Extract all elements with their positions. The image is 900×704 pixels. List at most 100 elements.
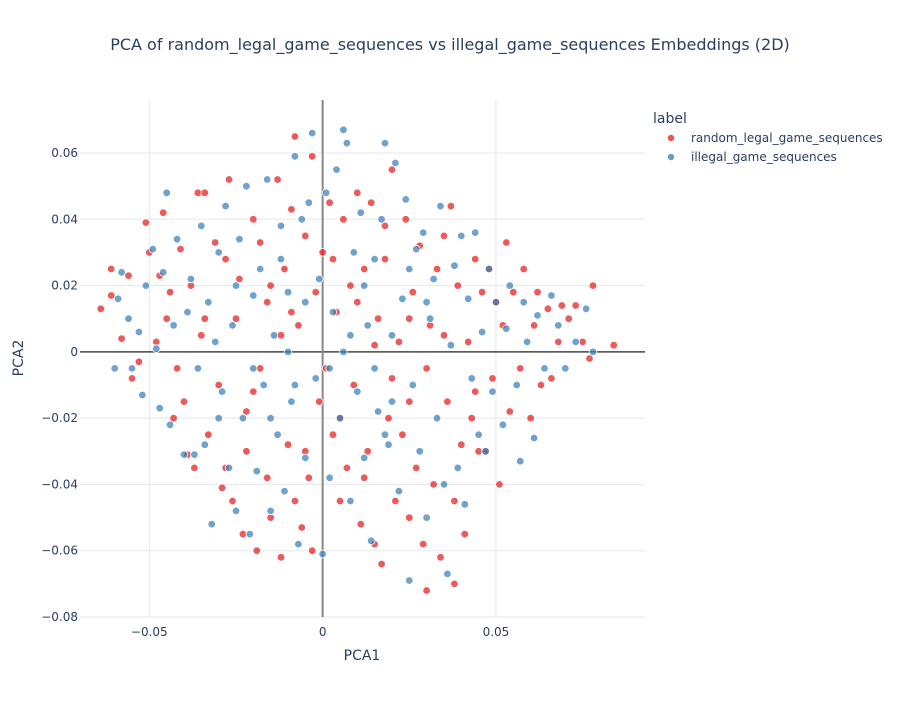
point-illegal	[318, 549, 327, 559]
point-legal	[536, 380, 546, 390]
point-legal	[439, 331, 449, 340]
point-illegal	[405, 264, 414, 274]
point-illegal	[266, 506, 275, 516]
point-legal	[578, 337, 587, 347]
point-illegal	[401, 195, 410, 204]
point-legal	[96, 304, 105, 313]
point-legal	[228, 496, 237, 506]
point-illegal	[217, 387, 227, 396]
point-illegal	[339, 125, 348, 134]
x-tick-label: −0.05	[131, 625, 168, 639]
point-legal	[453, 281, 462, 290]
point-illegal	[328, 307, 338, 317]
point-legal	[179, 397, 189, 406]
point-illegal	[477, 327, 487, 337]
point-legal	[235, 274, 244, 284]
point-legal	[224, 175, 234, 184]
point-legal	[141, 218, 151, 227]
point-legal	[328, 254, 338, 264]
point-illegal	[124, 314, 133, 323]
point-illegal	[304, 198, 313, 207]
point-illegal	[422, 298, 431, 307]
point-illegal	[505, 281, 514, 290]
point-legal	[557, 301, 566, 310]
point-illegal	[446, 341, 456, 350]
point-legal	[450, 579, 459, 589]
point-illegal	[276, 221, 286, 231]
point-legal	[346, 281, 355, 290]
point-illegal	[210, 337, 220, 347]
point-illegal	[398, 294, 407, 303]
point-legal	[585, 354, 594, 363]
point-legal	[242, 447, 251, 456]
point-illegal	[380, 138, 390, 148]
point-illegal	[221, 201, 230, 211]
point-legal	[335, 496, 345, 506]
point-illegal	[127, 364, 137, 373]
point-legal	[419, 539, 428, 549]
point-legal	[127, 374, 137, 383]
point-illegal	[422, 513, 431, 522]
y-tick-label: −0.08	[41, 610, 78, 624]
y-tick-label: −0.04	[41, 477, 78, 491]
point-illegal	[165, 420, 175, 429]
point-legal	[193, 188, 203, 197]
point-legal	[200, 314, 209, 323]
point-legal	[273, 175, 282, 184]
point-illegal	[325, 364, 334, 373]
point-illegal	[266, 414, 275, 423]
point-illegal	[155, 404, 164, 413]
point-illegal	[419, 228, 428, 237]
point-illegal	[346, 331, 355, 340]
point-legal	[405, 513, 414, 522]
point-legal	[505, 407, 514, 416]
point-illegal	[339, 347, 348, 357]
point-illegal	[370, 254, 379, 264]
point-illegal	[294, 539, 303, 549]
legend-marker-legal	[667, 133, 676, 142]
point-legal	[158, 208, 168, 217]
point-legal	[429, 480, 438, 489]
legend-title: label	[653, 111, 687, 127]
point-illegal	[498, 420, 508, 429]
point-legal	[263, 473, 272, 482]
point-legal	[457, 440, 466, 449]
point-illegal	[443, 569, 452, 579]
point-illegal	[429, 274, 438, 284]
point-legal	[460, 529, 469, 539]
point-legal	[308, 546, 317, 555]
point-legal	[106, 291, 116, 300]
point-legal	[502, 238, 511, 247]
point-illegal	[183, 307, 192, 317]
point-legal	[367, 198, 376, 207]
point-legal	[124, 271, 133, 280]
point-legal	[266, 281, 275, 290]
legend-item-illegal[interactable]: illegal_game_sequences	[667, 150, 837, 164]
point-illegal	[408, 380, 417, 390]
y-tick-label: −0.02	[41, 411, 78, 425]
point-legal	[529, 321, 539, 330]
point-legal	[301, 231, 310, 241]
point-legal	[304, 473, 313, 482]
point-legal	[210, 238, 220, 247]
x-tick-labels: −0.05 0 0.05	[131, 625, 509, 639]
point-legal	[384, 414, 393, 423]
point-illegal	[405, 576, 414, 585]
legend[interactable]: label random_legal_game_sequences illega…	[653, 111, 883, 164]
point-illegal	[214, 414, 223, 423]
y-axis-label: PCA2	[11, 340, 27, 377]
point-legal	[398, 430, 407, 439]
point-illegal	[415, 447, 424, 456]
point-illegal	[242, 181, 251, 191]
point-legal	[363, 447, 372, 456]
point-illegal	[516, 457, 525, 466]
point-legal	[325, 198, 334, 207]
point-illegal	[204, 298, 213, 307]
point-legal	[290, 496, 300, 506]
point-legal	[377, 559, 386, 569]
legend-item-legal[interactable]: random_legal_game_sequences	[667, 131, 883, 145]
point-legal	[533, 288, 542, 297]
point-illegal	[522, 337, 532, 347]
